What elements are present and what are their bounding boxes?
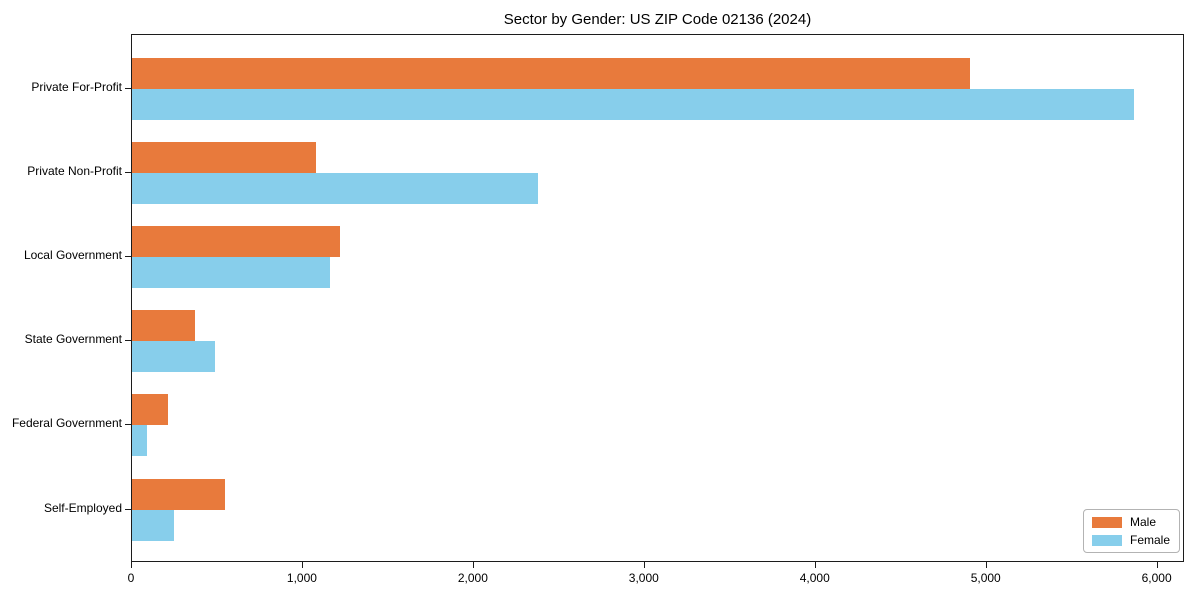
bar-male-4 — [132, 394, 168, 426]
bar-female-2 — [132, 256, 330, 288]
legend: Male Female — [1082, 509, 1180, 553]
y-axis-label: Federal Government — [11, 416, 122, 431]
x-tick-mark — [814, 562, 816, 568]
bar-male-0 — [132, 57, 970, 89]
bar-male-5 — [132, 478, 225, 510]
x-tick-mark — [301, 562, 304, 568]
female-series-swatch — [1091, 534, 1122, 546]
y-axis-label: Self-Employed — [43, 500, 122, 515]
bar-male-2 — [132, 225, 341, 257]
bar-female-4 — [132, 425, 148, 457]
x-tick-label: 2,000 — [457, 571, 488, 585]
bar-female-0 — [132, 88, 1134, 120]
y-axis-label: State Government — [24, 332, 122, 347]
bar-female-5 — [132, 509, 174, 541]
y-axis-label: Private For-Profit — [31, 79, 122, 94]
x-tick-mark — [472, 562, 475, 568]
x-tick-mark — [131, 562, 133, 568]
bar-male-1 — [132, 141, 317, 173]
x-tick-label: 4,000 — [799, 571, 830, 585]
x-tick-label: 1,000 — [286, 571, 317, 585]
x-tick-mark — [985, 562, 987, 568]
x-tick-label: 3,000 — [628, 571, 659, 585]
legend-label-female: Female — [1129, 533, 1170, 547]
y-axis-label: Local Government — [23, 247, 122, 262]
x-tick-mark — [1156, 562, 1158, 568]
bar-female-1 — [132, 172, 539, 204]
bar-male-3 — [132, 310, 196, 342]
legend-item-male: Male — [1091, 515, 1170, 529]
legend-label-male: Male — [1129, 515, 1156, 529]
y-axis-label: Private Non-Profit — [27, 163, 122, 178]
bar-female-3 — [132, 341, 215, 373]
legend-item-female: Female — [1091, 533, 1170, 547]
male-series-swatch — [1091, 516, 1122, 528]
x-tick-label: 0 — [127, 571, 135, 585]
x-tick-label: 6,000 — [1141, 571, 1172, 585]
chart-title: Sector by Gender: US ZIP Code 02136 (202… — [503, 11, 812, 28]
x-tick-mark — [643, 562, 645, 568]
plot-area: Male Female — [131, 34, 1184, 562]
bars-layer — [132, 35, 1183, 561]
x-tick-label: 5,000 — [970, 571, 1001, 585]
